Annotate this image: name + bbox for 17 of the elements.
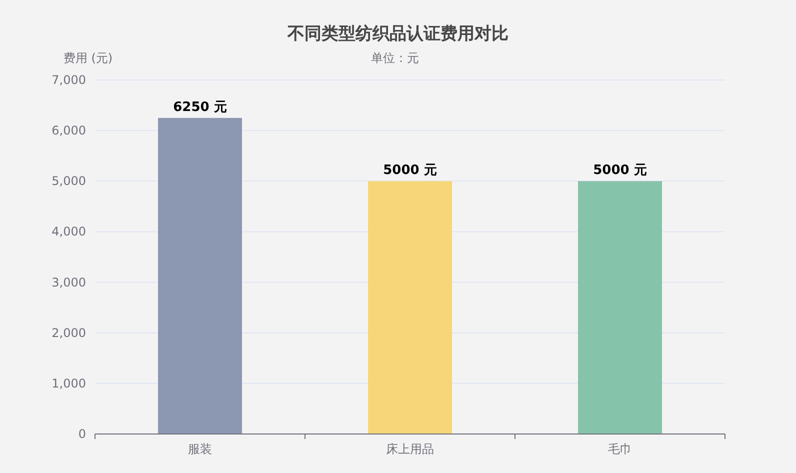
y-tick-label: 7,000 (52, 73, 86, 87)
chart-title: 不同类型纺织品认证费用对比 (286, 24, 508, 44)
data-label: 5000 元 (593, 163, 647, 178)
data-label: 5000 元 (383, 163, 437, 178)
y-axis-title: 费用 (元) (63, 51, 113, 65)
y-tick-label: 2,000 (52, 326, 86, 340)
y-tick-label: 4,000 (52, 224, 86, 239)
y-tick-label: 3,000 (52, 275, 86, 290)
data-label: 6250 元 (173, 100, 227, 115)
y-tick-label: 0 (78, 427, 86, 441)
x-tick-label: 服装 (188, 442, 212, 456)
y-tick-label: 1,000 (52, 376, 86, 390)
chart-subtitle: 单位：元 (371, 51, 419, 65)
y-tick-label: 6,000 (52, 124, 86, 138)
x-tick-label: 毛巾 (608, 442, 632, 456)
x-tick-label: 床上用品 (386, 442, 434, 456)
y-tick-label: 5,000 (52, 174, 86, 188)
